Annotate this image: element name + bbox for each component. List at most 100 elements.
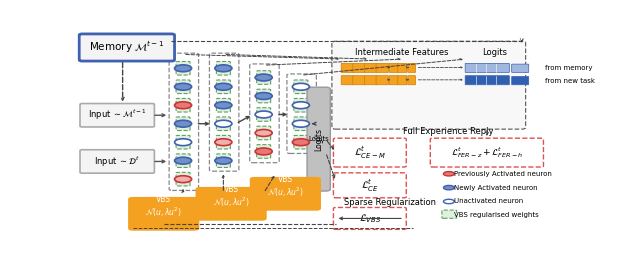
Text: VBS
$\mathcal{N}(u, \lambda u^2)$: VBS $\mathcal{N}(u, \lambda u^2)$ bbox=[212, 185, 250, 209]
FancyBboxPatch shape bbox=[364, 76, 377, 85]
Text: Memory $\mathcal{M}^{t-1}$: Memory $\mathcal{M}^{t-1}$ bbox=[89, 40, 164, 55]
Text: from memory: from memory bbox=[545, 65, 593, 71]
FancyBboxPatch shape bbox=[176, 117, 190, 130]
Circle shape bbox=[215, 157, 232, 164]
Text: Previously Activated neuron: Previously Activated neuron bbox=[454, 171, 552, 177]
FancyBboxPatch shape bbox=[364, 63, 377, 73]
FancyBboxPatch shape bbox=[332, 41, 525, 129]
Circle shape bbox=[255, 74, 272, 81]
FancyBboxPatch shape bbox=[79, 34, 175, 61]
FancyBboxPatch shape bbox=[430, 138, 543, 167]
Circle shape bbox=[175, 120, 191, 127]
Circle shape bbox=[175, 83, 191, 90]
Text: Sparse Regularization: Sparse Regularization bbox=[344, 198, 436, 207]
FancyBboxPatch shape bbox=[511, 64, 529, 73]
Text: VBS
$\mathcal{N}(u, \lambda u^2)$: VBS $\mathcal{N}(u, \lambda u^2)$ bbox=[267, 175, 304, 199]
Circle shape bbox=[215, 102, 232, 109]
FancyBboxPatch shape bbox=[389, 63, 399, 73]
FancyBboxPatch shape bbox=[307, 87, 330, 191]
FancyBboxPatch shape bbox=[341, 76, 353, 85]
Circle shape bbox=[292, 139, 309, 146]
FancyBboxPatch shape bbox=[176, 135, 190, 149]
Text: $\mathcal{L}^{t}_{FER-z} + \mathcal{L}^{t}_{FER-h}$: $\mathcal{L}^{t}_{FER-z} + \mathcal{L}^{… bbox=[451, 145, 523, 160]
Text: Unactivated neuron: Unactivated neuron bbox=[454, 198, 523, 204]
Circle shape bbox=[444, 199, 454, 204]
FancyBboxPatch shape bbox=[294, 135, 308, 149]
Text: Input $\sim\mathcal{M}^{t-1}$: Input $\sim\mathcal{M}^{t-1}$ bbox=[88, 108, 147, 122]
Circle shape bbox=[255, 129, 272, 137]
Circle shape bbox=[175, 139, 191, 146]
Text: Full Experience Reply: Full Experience Reply bbox=[403, 127, 493, 136]
FancyBboxPatch shape bbox=[376, 63, 388, 73]
Text: $\mathcal{L}_{VBS}$: $\mathcal{L}_{VBS}$ bbox=[358, 212, 381, 225]
FancyBboxPatch shape bbox=[294, 117, 308, 130]
FancyBboxPatch shape bbox=[257, 108, 271, 121]
FancyBboxPatch shape bbox=[176, 154, 190, 168]
FancyBboxPatch shape bbox=[80, 104, 154, 127]
FancyBboxPatch shape bbox=[294, 80, 308, 93]
Circle shape bbox=[292, 83, 309, 90]
FancyBboxPatch shape bbox=[257, 145, 271, 158]
FancyBboxPatch shape bbox=[397, 76, 407, 85]
FancyBboxPatch shape bbox=[465, 63, 509, 73]
Circle shape bbox=[215, 65, 232, 72]
FancyBboxPatch shape bbox=[216, 98, 230, 112]
FancyBboxPatch shape bbox=[216, 117, 230, 130]
FancyBboxPatch shape bbox=[465, 76, 509, 85]
Circle shape bbox=[255, 111, 272, 118]
Circle shape bbox=[215, 139, 232, 146]
Circle shape bbox=[175, 65, 191, 72]
Text: $\mathcal{L}^{t}_{CE}$: $\mathcal{L}^{t}_{CE}$ bbox=[361, 177, 379, 194]
Text: VBS regularised weights: VBS regularised weights bbox=[454, 212, 538, 218]
FancyBboxPatch shape bbox=[257, 126, 271, 140]
FancyBboxPatch shape bbox=[129, 198, 198, 230]
Text: $\mathcal{L}^{t}_{CE-M}$: $\mathcal{L}^{t}_{CE-M}$ bbox=[354, 144, 386, 161]
FancyBboxPatch shape bbox=[196, 188, 266, 220]
FancyBboxPatch shape bbox=[333, 138, 406, 167]
FancyBboxPatch shape bbox=[257, 71, 271, 84]
FancyBboxPatch shape bbox=[80, 150, 154, 173]
Circle shape bbox=[175, 102, 191, 109]
Text: Logits: Logits bbox=[308, 136, 329, 142]
FancyBboxPatch shape bbox=[216, 135, 230, 149]
Circle shape bbox=[215, 120, 232, 127]
Text: Input $\sim\mathcal{D}^{t}$: Input $\sim\mathcal{D}^{t}$ bbox=[94, 154, 140, 169]
Text: VBS
$\mathcal{N}(u, \lambda u^2)$: VBS $\mathcal{N}(u, \lambda u^2)$ bbox=[145, 195, 182, 219]
FancyBboxPatch shape bbox=[216, 62, 230, 75]
FancyBboxPatch shape bbox=[353, 76, 365, 85]
Circle shape bbox=[292, 102, 309, 109]
FancyBboxPatch shape bbox=[408, 76, 415, 85]
FancyBboxPatch shape bbox=[341, 63, 353, 73]
FancyBboxPatch shape bbox=[333, 207, 406, 229]
FancyBboxPatch shape bbox=[353, 63, 365, 73]
Circle shape bbox=[292, 120, 309, 127]
FancyBboxPatch shape bbox=[408, 63, 415, 73]
Text: Logits: Logits bbox=[482, 48, 507, 57]
FancyBboxPatch shape bbox=[216, 154, 230, 168]
FancyBboxPatch shape bbox=[376, 76, 388, 85]
FancyBboxPatch shape bbox=[294, 98, 308, 112]
Circle shape bbox=[175, 176, 191, 183]
FancyBboxPatch shape bbox=[176, 98, 190, 112]
FancyBboxPatch shape bbox=[442, 210, 457, 218]
FancyBboxPatch shape bbox=[257, 89, 271, 103]
Circle shape bbox=[255, 148, 272, 155]
Circle shape bbox=[175, 157, 191, 164]
Text: Intermediate Features: Intermediate Features bbox=[355, 48, 449, 57]
Circle shape bbox=[444, 171, 454, 176]
Text: from new task: from new task bbox=[545, 78, 595, 84]
FancyBboxPatch shape bbox=[216, 80, 230, 93]
Circle shape bbox=[444, 185, 454, 190]
FancyBboxPatch shape bbox=[333, 173, 406, 198]
Circle shape bbox=[215, 83, 232, 90]
Text: Newly Activated neuron: Newly Activated neuron bbox=[454, 185, 537, 191]
Circle shape bbox=[255, 93, 272, 99]
FancyBboxPatch shape bbox=[176, 172, 190, 186]
FancyBboxPatch shape bbox=[397, 63, 407, 73]
FancyBboxPatch shape bbox=[176, 62, 190, 75]
FancyBboxPatch shape bbox=[250, 177, 320, 210]
FancyBboxPatch shape bbox=[389, 76, 399, 85]
Text: Logits: Logits bbox=[314, 128, 323, 151]
FancyBboxPatch shape bbox=[176, 80, 190, 93]
FancyBboxPatch shape bbox=[511, 76, 529, 85]
